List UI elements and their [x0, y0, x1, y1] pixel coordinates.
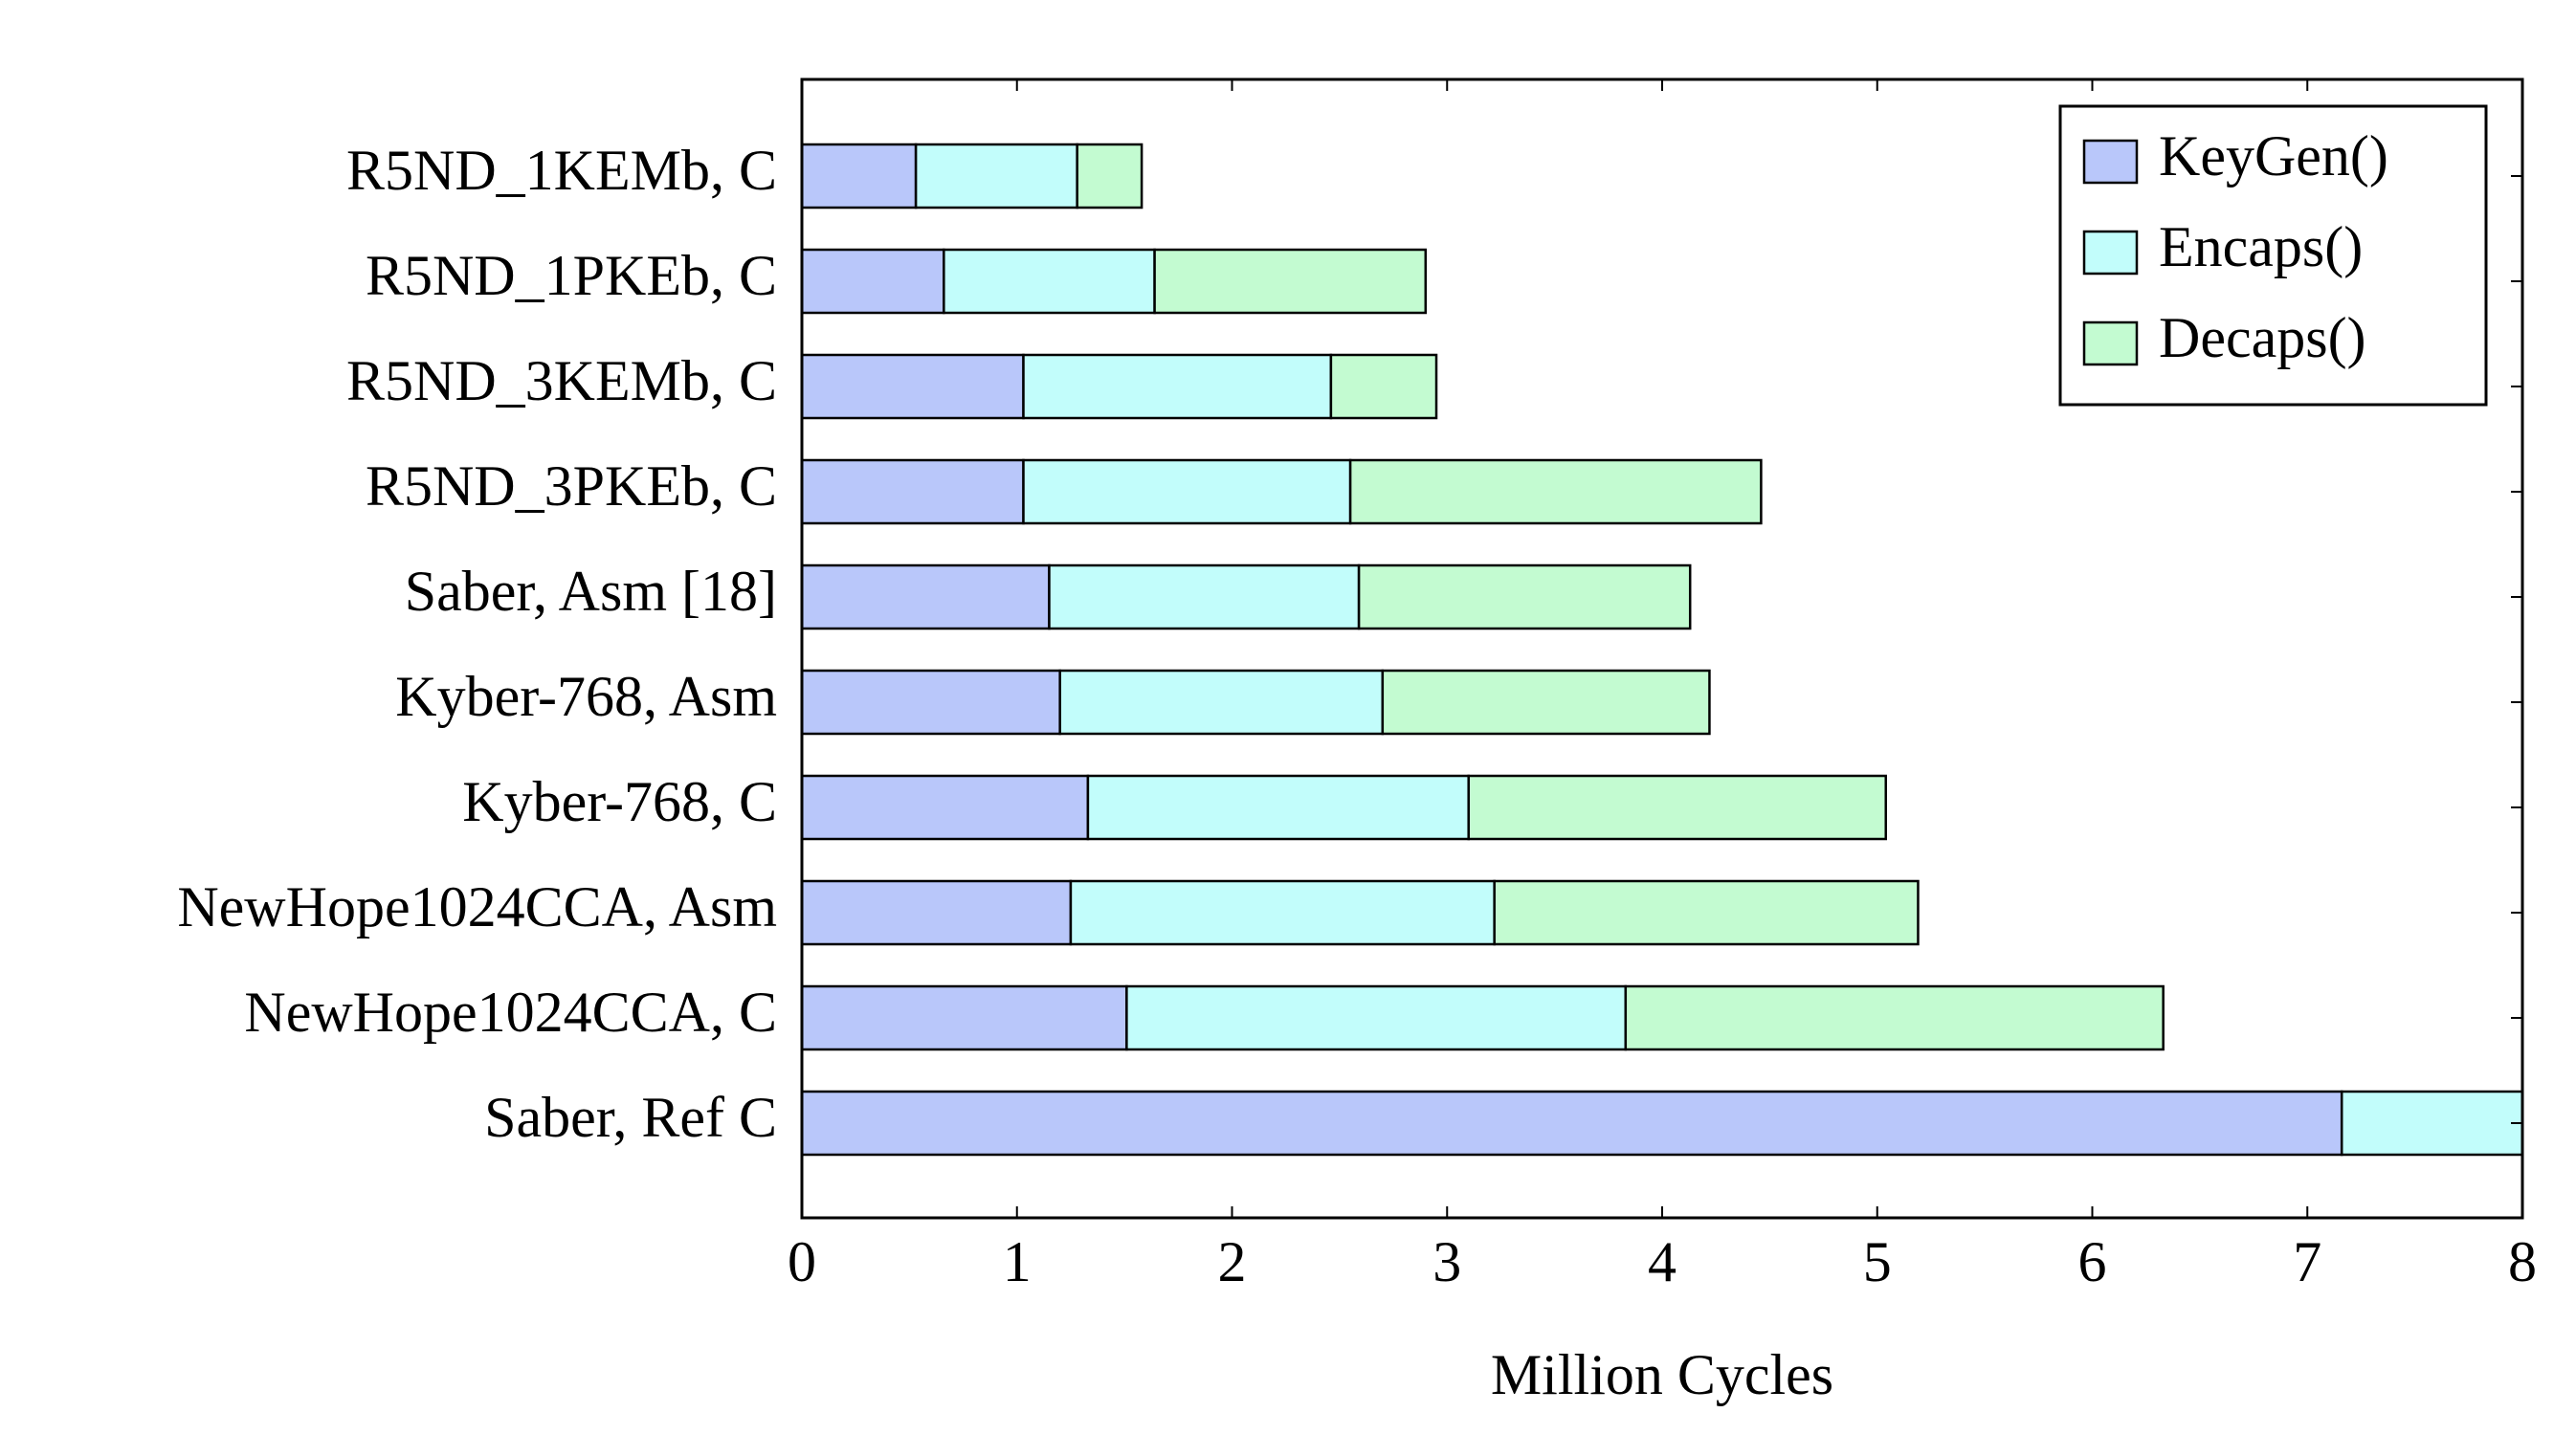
bar-segment — [1048, 563, 1361, 630]
legend-label: Encaps() — [2159, 215, 2363, 278]
x-tick-label: 1 — [1003, 1230, 1032, 1293]
y-tick-label: NewHope1024CCA, C — [244, 981, 777, 1044]
bar-segment — [1467, 774, 1887, 841]
y-tick-label: R5ND_3KEMb, C — [346, 349, 777, 412]
bar-segment — [802, 353, 1025, 420]
y-tick-label: R5ND_1PKEb, C — [366, 244, 777, 307]
bar-segment — [2340, 1090, 2522, 1157]
y-tick-label: Saber, Asm [18] — [405, 560, 777, 623]
bar-segment — [1022, 353, 1333, 420]
x-tick-label: 0 — [788, 1230, 816, 1293]
x-tick-label: 4 — [1648, 1230, 1677, 1293]
x-tick-label: 7 — [2293, 1230, 2321, 1293]
y-tick-label: R5ND_1KEMb, C — [346, 139, 777, 202]
bar-segment — [1069, 879, 1496, 946]
bar-segment — [802, 248, 945, 315]
bar-segment — [1153, 248, 1428, 315]
bar-segment — [802, 774, 1090, 841]
y-tick-label: Kyber-768, Asm — [395, 665, 777, 728]
bar-segment — [1381, 669, 1711, 736]
bar-segment — [802, 669, 1061, 736]
bar-segment — [1076, 143, 1144, 210]
bar-segment — [1058, 669, 1385, 736]
bar-segment — [1086, 774, 1470, 841]
bar-segment — [802, 458, 1025, 525]
bars — [802, 143, 2522, 1157]
legend-label: KeyGen() — [2159, 124, 2388, 188]
x-axis-title: Million Cycles — [1491, 1343, 1833, 1406]
x-tick-label: 8 — [2508, 1230, 2537, 1293]
bar-segment — [914, 143, 1078, 210]
bar-segment — [1493, 879, 1920, 946]
x-tick-label: 3 — [1432, 1230, 1461, 1293]
bar-segment — [802, 879, 1073, 946]
x-tick-label: 6 — [2078, 1230, 2107, 1293]
y-tick-label: Saber, Ref C — [484, 1086, 777, 1149]
bar-segment — [1022, 458, 1352, 525]
bar-segment — [1624, 984, 2165, 1051]
x-tick-label: 5 — [1863, 1230, 1892, 1293]
bar-segment — [1357, 563, 1692, 630]
bar-segment — [802, 563, 1051, 630]
x-tick-label: 2 — [1218, 1230, 1247, 1293]
bar-segment — [802, 143, 918, 210]
y-tick-label: NewHope1024CCA, Asm — [177, 875, 777, 938]
legend-swatch — [2082, 320, 2139, 366]
bar-segment — [802, 984, 1128, 1051]
legend-label: Decaps() — [2159, 306, 2366, 369]
legend-swatch — [2082, 230, 2139, 276]
bar-segment — [1329, 353, 1438, 420]
legend-swatch — [2082, 139, 2139, 185]
bar-segment — [802, 1090, 2343, 1157]
bar-segment — [1125, 984, 1628, 1051]
y-tick-label: R5ND_3PKEb, C — [366, 454, 777, 518]
bar-segment — [1348, 458, 1763, 525]
bar-segment — [943, 248, 1156, 315]
y-tick-label: Kyber-768, C — [462, 770, 777, 833]
